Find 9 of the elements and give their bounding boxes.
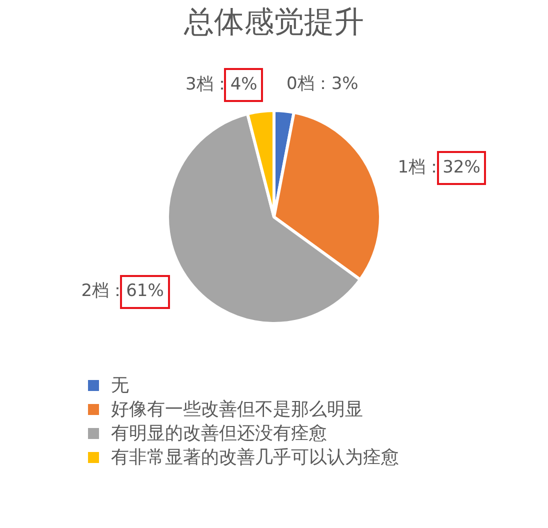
data-label: 2档：61% (81, 281, 164, 302)
legend-label: 有明显的改善但还没有痊愈 (111, 422, 327, 445)
legend-label: 有非常显著的改善几乎可以认为痊愈 (111, 446, 399, 469)
data-label: 0档：3% (286, 74, 358, 94)
data-label: 3档：4% (186, 74, 258, 94)
legend-label: 好像有一些改善但不是那么明显 (111, 398, 363, 421)
legend-label: 无 (111, 374, 129, 397)
chart-title: 总体感觉提升 (183, 4, 364, 40)
data-label: 1档：32% (398, 157, 480, 178)
